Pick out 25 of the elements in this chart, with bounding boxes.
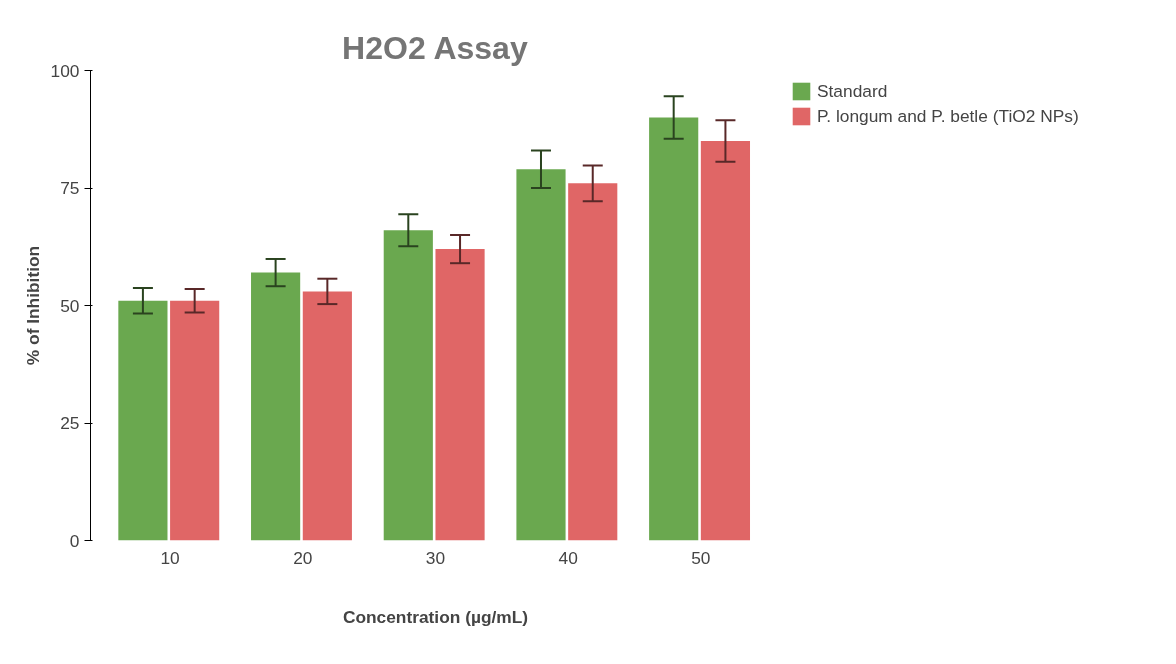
bar bbox=[649, 117, 699, 541]
bar bbox=[383, 230, 433, 541]
bar bbox=[568, 183, 618, 541]
x-tick-label: 30 bbox=[425, 547, 446, 568]
y-tick-label: 100 bbox=[50, 60, 80, 81]
bar bbox=[118, 300, 168, 541]
legend-label: Standard bbox=[817, 80, 888, 102]
y-tick-label: 0 bbox=[69, 530, 80, 551]
bar bbox=[302, 291, 352, 541]
bar bbox=[700, 141, 751, 541]
x-tick-label: 50 bbox=[691, 547, 711, 568]
chart-title: H2O2 Assay bbox=[342, 29, 528, 66]
bar bbox=[251, 272, 301, 541]
x-tick-label: 10 bbox=[160, 547, 180, 568]
legend-label: P. longum and P. betle (TiO2 NPs) bbox=[817, 105, 1079, 127]
y-tick-label: 25 bbox=[60, 413, 80, 433]
x-tick-label: 20 bbox=[293, 547, 313, 568]
bar bbox=[170, 300, 220, 541]
y-tick-label: 75 bbox=[60, 178, 80, 198]
x-axis-title: Concentration (µg/mL) bbox=[342, 606, 529, 627]
bar bbox=[435, 249, 485, 541]
bar bbox=[516, 169, 566, 541]
y-tick-label: 50 bbox=[60, 295, 80, 316]
x-tick-label: 40 bbox=[558, 547, 578, 568]
y-axis-title: % of Inhibition bbox=[22, 245, 43, 366]
